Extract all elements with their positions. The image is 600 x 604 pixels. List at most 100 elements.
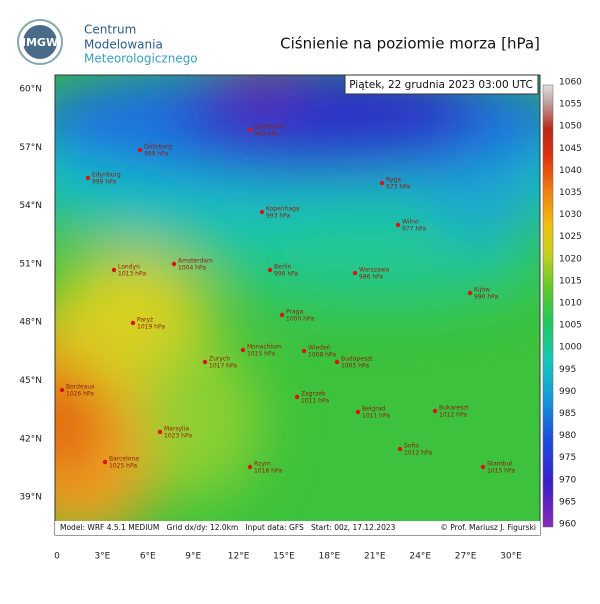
city-name: Rzym bbox=[254, 461, 271, 468]
city-dot bbox=[247, 464, 253, 470]
colorbar-tick: 1010 bbox=[559, 299, 582, 309]
city-pressure: 990 hPa bbox=[474, 294, 499, 301]
city-dot bbox=[480, 464, 486, 470]
colorbar-tick: 1035 bbox=[559, 188, 582, 198]
city-name: Bukareszt bbox=[439, 405, 469, 412]
city-pressure: 1017 hPa bbox=[209, 363, 237, 370]
colorbar-tick: 980 bbox=[559, 431, 576, 441]
lat-label: 51°N bbox=[19, 259, 42, 269]
city-dot bbox=[240, 347, 246, 353]
city-pressure: 1019 hPa bbox=[137, 324, 165, 331]
colorbar-tick: 1050 bbox=[559, 122, 582, 132]
city-pressure: 977 hPa bbox=[402, 226, 427, 233]
city-pressure: 1011 hPa bbox=[301, 398, 329, 405]
city-dot bbox=[352, 270, 358, 276]
lon-label: 18°E bbox=[319, 552, 341, 562]
footer-bar bbox=[55, 521, 540, 535]
lat-label: 39°N bbox=[19, 493, 42, 503]
city-dot bbox=[397, 446, 403, 452]
credit: © Prof. Mariusz J. Figurski bbox=[440, 523, 536, 532]
city-pressure: 993 hPa bbox=[266, 213, 291, 220]
city-pressure: 1012 hPa bbox=[439, 412, 467, 419]
lon-label: 3°E bbox=[94, 552, 110, 562]
city-dot bbox=[157, 429, 163, 435]
city-dot bbox=[85, 175, 91, 181]
city-dot bbox=[294, 394, 300, 400]
city-dot bbox=[59, 387, 65, 393]
city-dot bbox=[171, 261, 177, 267]
lon-label: 12°E bbox=[228, 552, 250, 562]
city-pressure: 1018 hPa bbox=[254, 468, 282, 475]
lon-label: 24°E bbox=[409, 552, 431, 562]
lon-label: 21°E bbox=[364, 552, 386, 562]
city-name: Sofia bbox=[404, 443, 419, 450]
city-dot bbox=[267, 267, 273, 273]
colorbar-tick: 960 bbox=[559, 520, 576, 530]
city-dot bbox=[467, 290, 473, 296]
city-dot bbox=[102, 459, 108, 465]
lat-label: 45°N bbox=[19, 376, 42, 386]
city-pressure: 996 hPa bbox=[274, 271, 299, 278]
city-dot bbox=[355, 409, 361, 415]
city-pressure: 1025 hPa bbox=[109, 463, 137, 470]
city-pressure: 1013 hPa bbox=[118, 271, 146, 278]
institution: Meteorologicznego bbox=[84, 52, 198, 66]
city-name: Göteborg bbox=[144, 144, 172, 151]
timestamp-box bbox=[344, 74, 539, 95]
city-name: Praga bbox=[286, 309, 303, 316]
colorbar bbox=[542, 84, 554, 528]
city-pressure: 1011 hPa bbox=[362, 413, 390, 420]
lon-label: 9°E bbox=[185, 552, 201, 562]
colorbar-tick: 1060 bbox=[559, 78, 582, 88]
lat-label: 42°N bbox=[19, 434, 42, 444]
city-name: Paryż bbox=[137, 317, 153, 324]
lon-label: 30°E bbox=[500, 552, 522, 562]
map bbox=[55, 75, 540, 535]
city-name: Kopenhaga bbox=[266, 206, 300, 213]
city-dot bbox=[259, 209, 265, 215]
city-name: Edynburg bbox=[92, 172, 121, 179]
city-pressure: 1004 hPa bbox=[178, 265, 206, 272]
colorbar-tick: 1055 bbox=[559, 100, 582, 110]
colorbar-tick: 990 bbox=[559, 387, 576, 397]
colorbar-tick: 1015 bbox=[559, 276, 582, 286]
city-name: Barcelona bbox=[109, 456, 139, 463]
city-name: Ryga bbox=[386, 177, 401, 184]
colorbar-tick: 1040 bbox=[559, 166, 582, 176]
city-name: Sztokholm bbox=[254, 124, 286, 131]
lat-label: 48°N bbox=[19, 318, 42, 328]
institution: Centrum bbox=[84, 23, 136, 37]
city-name: Budapeszt bbox=[341, 356, 373, 363]
timestamp: Piątek, 22 grudnia 2023 03:00 UTC bbox=[349, 79, 533, 91]
colorbar-tick: 1025 bbox=[559, 232, 582, 242]
logo: IMGW bbox=[17, 19, 63, 65]
lat-label: 54°N bbox=[19, 201, 42, 211]
city-dot bbox=[395, 222, 401, 228]
city-name: Berlin bbox=[274, 264, 292, 271]
lon-label: 0 bbox=[54, 552, 60, 562]
city-name: Kijów bbox=[474, 287, 490, 294]
city-pressure: 1005 hPa bbox=[341, 363, 369, 370]
logo-text: IMGW bbox=[22, 36, 58, 49]
city-pressure: 1015 hPa bbox=[247, 351, 275, 358]
colorbar-tick: 1020 bbox=[559, 254, 582, 264]
city-dot bbox=[202, 359, 208, 365]
colorbar-tick: 975 bbox=[559, 453, 576, 463]
city-name: Londyn bbox=[118, 264, 140, 271]
city-pressure: 1015 hPa bbox=[487, 468, 515, 475]
city-name: Belgrad bbox=[362, 406, 385, 413]
city-name: Wilno bbox=[402, 219, 419, 226]
colorbar-tick: 995 bbox=[559, 365, 576, 375]
city-name: Zurych bbox=[209, 356, 230, 363]
city-name: Stambuł bbox=[487, 461, 512, 468]
city-pressure: 1008 hPa bbox=[308, 352, 336, 359]
city-dot bbox=[334, 359, 340, 365]
colorbar-tick: 1000 bbox=[559, 343, 582, 353]
institution: Modelowania bbox=[84, 38, 163, 52]
city-dot bbox=[137, 147, 143, 153]
colorbar-tick: 965 bbox=[559, 497, 576, 507]
colorbar-tick: 985 bbox=[559, 409, 576, 419]
lat-label: 60°N bbox=[19, 85, 42, 95]
city-dot bbox=[247, 127, 253, 133]
lat-label: 57°N bbox=[19, 143, 42, 153]
